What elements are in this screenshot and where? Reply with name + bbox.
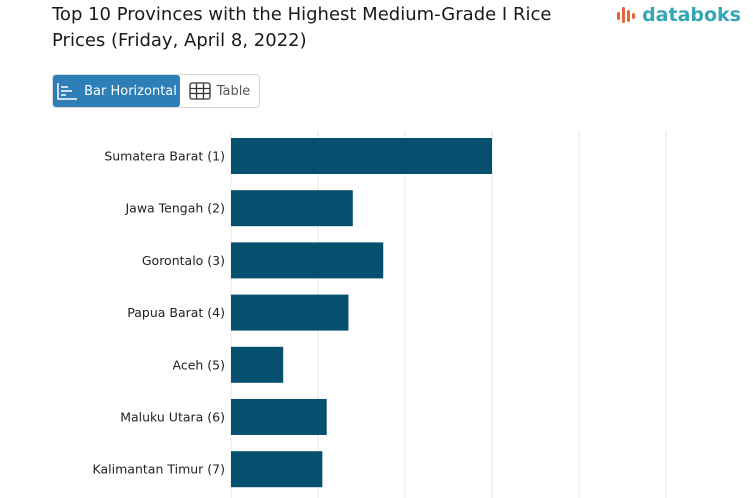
bar-horizontal-button[interactable]: Bar Horizontal bbox=[53, 75, 180, 107]
bar-5[interactable] bbox=[231, 346, 284, 383]
bar-1[interactable] bbox=[231, 138, 492, 174]
databoks-logo: databoks bbox=[616, 4, 741, 26]
bar-6[interactable] bbox=[231, 399, 327, 435]
bar-4[interactable] bbox=[231, 294, 349, 331]
table-icon bbox=[189, 82, 211, 100]
category-labels: Sumatera Barat (1) Jawa Tengah (2) Goronta… bbox=[93, 149, 225, 477]
category-label-1: Sumatera Barat (1) bbox=[104, 149, 225, 164]
bar-2[interactable] bbox=[231, 190, 353, 227]
category-label-4: Papua Barat (4) bbox=[127, 305, 225, 320]
bar-horizontal-icon bbox=[57, 83, 78, 100]
table-label: Table bbox=[216, 83, 251, 99]
category-label-3: Gorontalo (3) bbox=[142, 253, 225, 268]
chart-title: Top 10 Provinces with the Highest Medium… bbox=[52, 4, 552, 51]
bar-horizontal-label: Bar Horizontal bbox=[84, 83, 177, 99]
bar-7[interactable] bbox=[231, 451, 323, 488]
bars bbox=[231, 138, 492, 488]
category-label-6: Maluku Utara (6) bbox=[120, 410, 225, 425]
category-label-7: Kalimantan Timur (7) bbox=[93, 462, 225, 477]
category-label-5: Aceh (5) bbox=[173, 357, 226, 372]
databoks-mark-icon bbox=[617, 7, 636, 23]
bar-3[interactable] bbox=[231, 242, 384, 279]
chart-view-toggle: Bar Horizontal Table bbox=[52, 74, 260, 108]
table-button[interactable]: Table bbox=[180, 75, 259, 107]
category-label-2: Jawa Tengah (2) bbox=[124, 201, 225, 216]
logo-text: databoks bbox=[642, 4, 741, 26]
